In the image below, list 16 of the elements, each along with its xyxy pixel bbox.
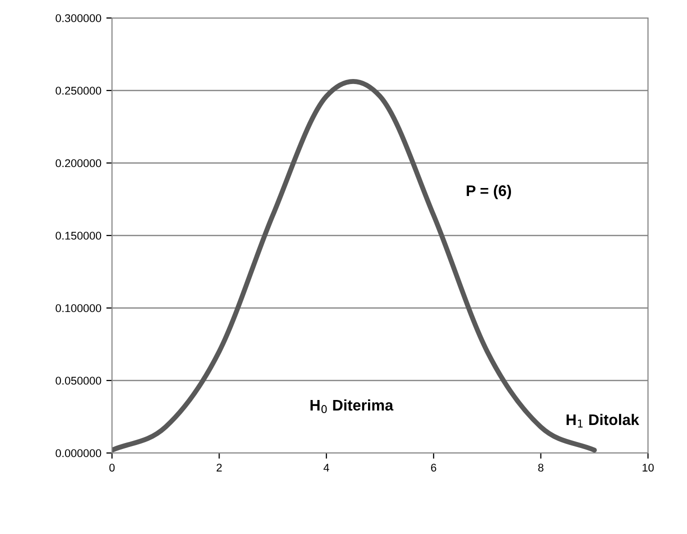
x-tick-label: 2	[216, 464, 222, 472]
y-tick-label: 0.150000	[56, 232, 102, 240]
x-tick-label: 10	[642, 464, 654, 472]
y-tick-label: 0.100000	[56, 304, 102, 312]
x-tick-label: 4	[324, 464, 330, 472]
annotation: H$_{0}$ Diterima	[310, 399, 394, 414]
y-tick-label: 0.050000	[56, 376, 102, 385]
x-tick-label: 0	[109, 464, 115, 472]
x-tick-label: 8	[538, 464, 544, 472]
annotation: H$_{1}$ Ditolak	[566, 414, 640, 428]
x-tick-label: 6	[431, 464, 436, 472]
annotation: P = (6)	[466, 184, 512, 200]
y-tick-label: 0.300000	[56, 14, 102, 22]
y-tick-label: 0.000000	[56, 449, 102, 458]
y-tick-label: 0.200000	[56, 159, 102, 168]
y-tick-label: 0.250000	[56, 86, 102, 95]
